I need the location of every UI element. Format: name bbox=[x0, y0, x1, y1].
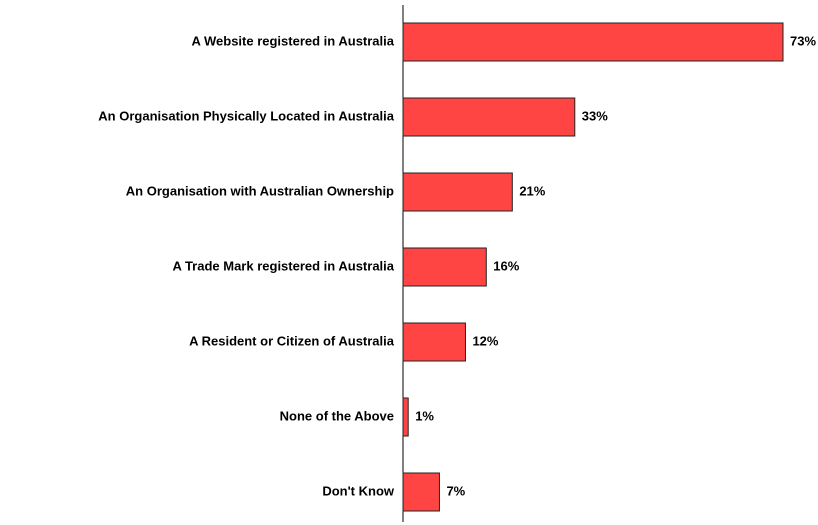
value-label: 73% bbox=[790, 33, 816, 48]
value-label: 21% bbox=[519, 183, 545, 198]
bar bbox=[402, 97, 576, 137]
category-label: A Trade Mark registered in Australia bbox=[172, 258, 394, 273]
value-label: 12% bbox=[472, 333, 498, 348]
category-label: None of the Above bbox=[280, 408, 394, 423]
bar bbox=[402, 172, 513, 212]
value-label: 7% bbox=[446, 483, 465, 498]
bar bbox=[402, 247, 487, 287]
value-label: 1% bbox=[415, 408, 434, 423]
category-label: An Organisation Physically Located in Au… bbox=[98, 108, 394, 123]
value-label: 33% bbox=[582, 108, 608, 123]
bar bbox=[402, 472, 440, 512]
category-label: A Website registered in Australia bbox=[191, 33, 394, 48]
bar bbox=[402, 322, 466, 362]
bar bbox=[402, 22, 784, 62]
category-label: A Resident or Citizen of Australia bbox=[189, 333, 395, 348]
category-label: An Organisation with Australian Ownershi… bbox=[126, 183, 394, 198]
category-label: Don't Know bbox=[322, 483, 395, 498]
value-label: 16% bbox=[493, 258, 519, 273]
bar bbox=[402, 397, 409, 437]
